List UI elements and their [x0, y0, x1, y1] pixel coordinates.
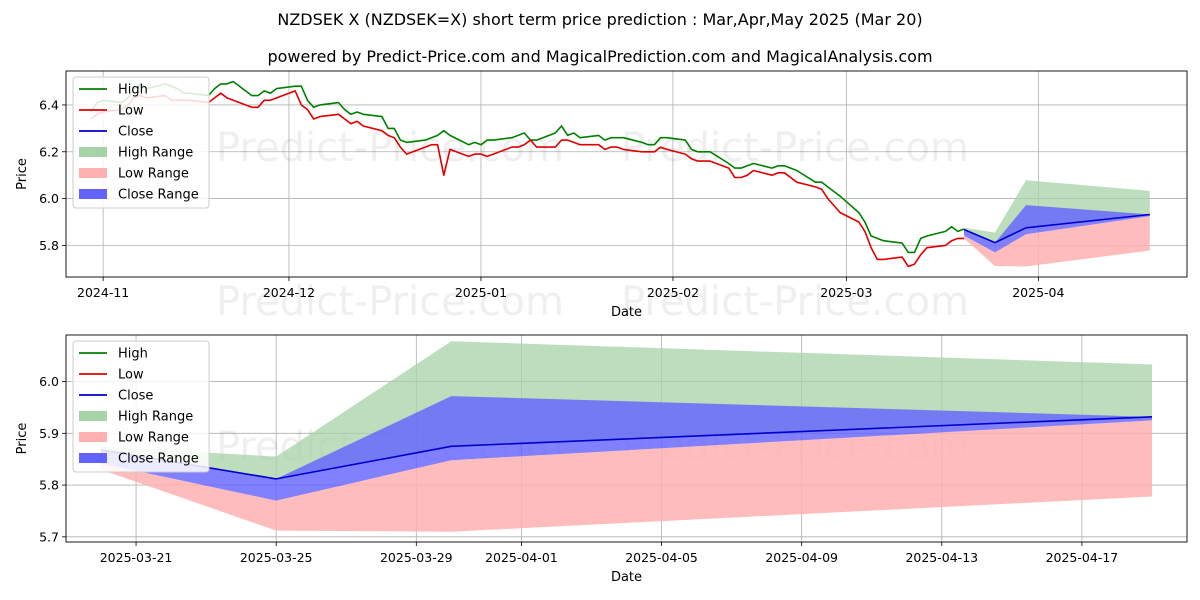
watermark-text: Predict-Price.com	[621, 279, 969, 325]
legend-item-high-range: High Range	[79, 146, 193, 161]
legend-label: Close Range	[118, 452, 199, 467]
chart-subtitle: powered by Predict-Price.com and Magical…	[267, 47, 932, 66]
legend-label: High	[118, 347, 148, 362]
forecast-zoom-panel: Predict-Price.comPredict-Price.com2025-0…	[15, 334, 1188, 585]
legend-item-close: Close	[79, 125, 153, 140]
legend-item-close-range: Close Range	[79, 188, 199, 203]
watermark-text: Predict-Price.com	[621, 125, 969, 171]
legend-label: Low	[118, 104, 144, 119]
close-range-band	[964, 205, 1150, 253]
x-axis: 2025-03-21 2025-03-25 2025-03-29 2025-04-01…	[100, 542, 1119, 585]
legend: High Low Close High Range Low Range Close Ran…	[72, 340, 210, 473]
x-tick-label: 2025-02	[647, 285, 699, 300]
x-axis: 2024-11 2024-12 2025-01 2025-02 2025-03 2025-…	[77, 277, 1065, 320]
legend-item-low: Low	[79, 104, 144, 119]
x-tick-label: 2025-04-01	[485, 550, 558, 565]
legend-label: Close	[118, 125, 153, 140]
legend-item-high: High	[79, 347, 148, 362]
low-range-band	[101, 420, 1152, 532]
legend-label: Close Range	[118, 188, 199, 203]
x-tick-label: 2025-04-09	[765, 550, 838, 565]
y-tick-label: 5.7	[39, 529, 59, 544]
legend-label: Low	[118, 368, 144, 383]
legend-patch-swatch	[79, 189, 107, 199]
close-range-band	[101, 396, 1152, 501]
chart-title: NZDSEK X (NZDSEK=X) short term price pre…	[277, 10, 922, 29]
legend-patch-swatch	[79, 432, 107, 442]
y-tick-label: 6.0	[39, 191, 59, 206]
plot-area	[90, 80, 1150, 268]
y-tick-label: 6.4	[39, 97, 59, 112]
high-series-line	[90, 80, 965, 254]
low-range-band	[964, 216, 1150, 267]
legend-item-high: High	[79, 83, 148, 98]
close-series-line	[963, 213, 1150, 244]
x-tick-label: 2024-11	[77, 285, 129, 300]
low-series-line	[90, 90, 964, 268]
y-axis: 5.7 5.8 5.9 6.0 Price	[15, 374, 66, 544]
x-tick-label: 2025-04	[1012, 285, 1064, 300]
y-tick-label: 5.9	[39, 426, 59, 441]
watermark: Predict-Price.com Predict-Price.com Predic…	[216, 125, 969, 325]
watermark-text: Predict-Price.com	[216, 279, 564, 325]
x-tick-label: 2025-04-17	[1046, 550, 1119, 565]
plot-area	[100, 341, 1153, 532]
x-tick-label: 2025-01	[455, 285, 507, 300]
legend: High Low Close High Range Low Range Close Ran…	[72, 76, 210, 209]
x-tick-label: 2025-04-05	[625, 550, 698, 565]
grid	[66, 71, 1187, 277]
x-tick-label: 2025-03	[820, 285, 872, 300]
x-axis-label: Date	[611, 305, 642, 320]
y-axis-label: Price	[15, 158, 30, 190]
y-tick-label: 6.0	[39, 374, 59, 389]
legend-label: Close	[118, 389, 153, 404]
legend-label: Low Range	[118, 431, 189, 446]
x-tick-label: 2025-03-29	[380, 550, 453, 565]
legend-label: High Range	[118, 410, 193, 425]
legend-patch-swatch	[79, 147, 107, 157]
main-price-panel: Predict-Price.com Predict-Price.com Predic…	[15, 70, 1188, 325]
x-tick-label: 2025-03-21	[100, 550, 173, 565]
y-axis-label: Price	[15, 423, 30, 455]
legend-item-close: Close	[79, 389, 153, 404]
axes-frame	[65, 334, 1188, 543]
x-tick-label: 2025-04-13	[905, 550, 978, 565]
y-tick-label: 6.2	[39, 144, 59, 159]
x-tick-label: 2024-12	[263, 285, 315, 300]
y-tick-label: 5.8	[39, 478, 59, 493]
y-axis: 5.8 6.0 6.2 6.4 Price	[15, 97, 66, 253]
y-tick-label: 5.8	[39, 238, 59, 253]
legend-patch-swatch	[79, 453, 107, 463]
legend-label: High Range	[118, 146, 193, 161]
legend-item-high-range: High Range	[79, 410, 193, 425]
x-axis-label: Date	[611, 570, 642, 585]
legend-item-low-range: Low Range	[79, 167, 189, 182]
axes-frame	[65, 70, 1188, 278]
legend-item-low-range: Low Range	[79, 431, 189, 446]
watermark-text: Predict-Price.com	[216, 125, 564, 171]
legend-patch-swatch	[79, 411, 107, 421]
legend-label: Low Range	[118, 167, 189, 182]
legend-item-low: Low	[79, 368, 144, 383]
x-tick-label: 2025-03-25	[240, 550, 313, 565]
legend-item-close-range: Close Range	[79, 452, 199, 467]
legend-patch-swatch	[79, 168, 107, 178]
legend-label: High	[118, 83, 148, 98]
